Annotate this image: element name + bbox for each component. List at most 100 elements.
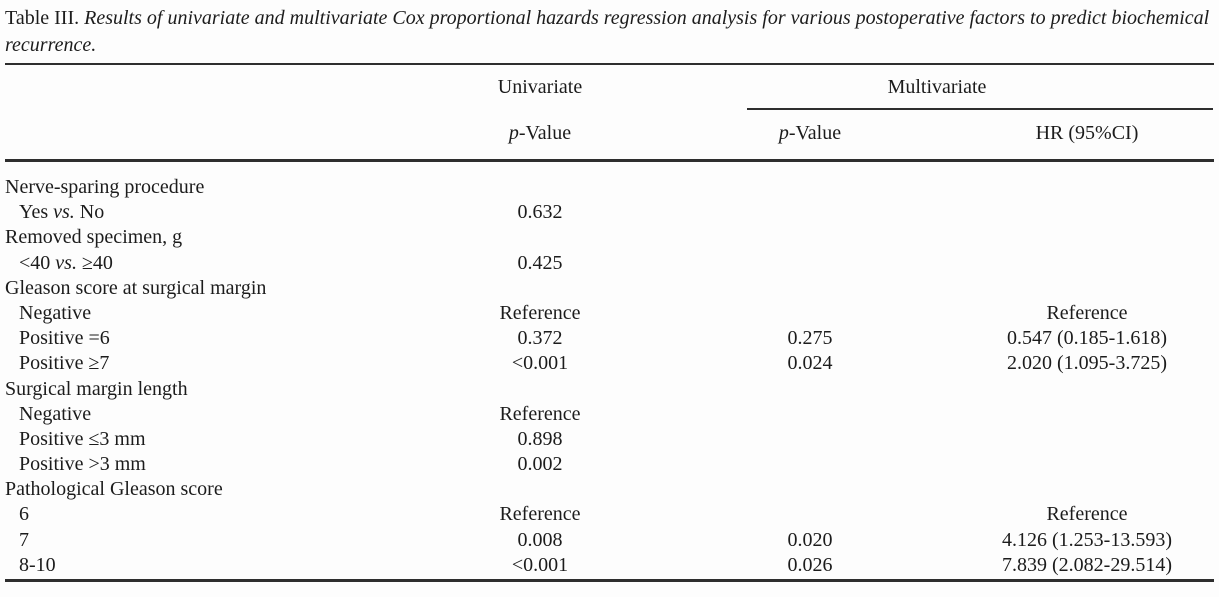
table-row: Negative Reference — [5, 402, 1214, 427]
univariate-p-value: 0.008 — [517, 528, 563, 551]
rule-header-bottom — [5, 159, 1214, 162]
table-row: 8-10 <0.001 0.026 7.839 (2.082-29.514) — [5, 553, 1214, 578]
column-group-spacer — [5, 75, 420, 100]
table-row: 7 0.008 0.020 4.126 (1.253-13.593) — [5, 528, 1214, 553]
multivariate-p-value — [660, 175, 960, 200]
table-row: Negative Reference Reference — [5, 301, 1214, 326]
results-table: Univariate Multivariate p-Value p-Value … — [5, 63, 1214, 584]
row-label: 7 — [19, 528, 29, 551]
hr-ci-value: Reference — [1046, 503, 1128, 526]
table-row: 6 Reference Reference — [5, 502, 1214, 527]
univariate-p-value — [420, 377, 660, 402]
multivariate-p-value — [660, 301, 960, 326]
multivariate-p-value — [660, 502, 960, 527]
univariate-p-value: Reference — [499, 301, 581, 324]
univariate-p-value — [420, 477, 660, 502]
multivariate-p-value — [660, 427, 960, 452]
multivariate-p-value — [660, 377, 960, 402]
multivariate-p-value — [660, 276, 960, 301]
hr-ci-value — [960, 175, 1214, 200]
p-rest: -Value — [788, 122, 842, 144]
row-label: 8-10 — [19, 553, 56, 576]
rule-bottom — [5, 579, 1214, 582]
table-body: Nerve-sparing procedure Yes vs. No 0.632 Re… — [5, 175, 1214, 578]
row-label: Gleason score at surgical margin — [5, 276, 267, 299]
column-group-row: Univariate Multivariate — [5, 63, 1214, 100]
row-label: Positive ≥7 — [19, 352, 110, 375]
row-label: Positive >3 mm — [19, 453, 146, 476]
table-row: Nerve-sparing procedure — [5, 175, 1214, 200]
univariate-p-value: 0.372 — [517, 327, 563, 350]
hr-ci-value: 2.020 (1.095-3.725) — [1007, 352, 1167, 375]
multivariate-p-value — [660, 452, 960, 477]
table-row: <40 vs. ≥40 0.425 — [5, 251, 1214, 276]
table-caption-text: Results of univariate and multivariate C… — [5, 7, 1210, 56]
table-row: Positive ≤3 mm 0.898 — [5, 427, 1214, 452]
row-label: Positive =6 — [19, 327, 110, 350]
table-row: Positive ≥7 <0.001 0.024 2.020 (1.095-3.725… — [5, 351, 1214, 376]
hr-ci-value — [960, 377, 1214, 402]
column-header-univariate-p: p-Value — [420, 121, 660, 146]
univariate-p-value: <0.001 — [511, 352, 569, 375]
univariate-p-value — [420, 175, 660, 200]
univariate-p-value: <0.001 — [511, 553, 569, 576]
column-header-row: p-Value p-Value HR (95%CI) — [5, 121, 1214, 146]
univariate-p-value — [420, 276, 660, 301]
column-header-hr: HR (95%CI) — [1035, 122, 1139, 144]
rule-multivariate-span — [747, 108, 1213, 110]
table-number: Table III. — [5, 7, 80, 29]
hr-ci-value: 0.547 (0.185-1.618) — [1007, 327, 1167, 350]
p-italic: p — [778, 122, 789, 144]
row-label: Negative — [19, 402, 92, 425]
row-label: Pathological Gleason score — [5, 478, 223, 501]
univariate-p-value: 0.425 — [517, 251, 563, 274]
row-label: <40 vs. ≥40 — [19, 251, 113, 274]
row-label: Positive ≤3 mm — [19, 427, 146, 450]
table-row: Positive =6 0.372 0.275 0.547 (0.185-1.618) — [5, 326, 1214, 351]
table-row: Removed specimen, g — [5, 225, 1214, 250]
hr-ci-value: Reference — [1046, 301, 1128, 324]
p-rest: -Value — [518, 122, 572, 144]
hr-ci-value — [960, 276, 1214, 301]
row-label: Surgical margin length — [5, 377, 188, 400]
rule-top — [5, 63, 1214, 65]
row-label: Negative — [19, 301, 92, 324]
univariate-p-value: Reference — [499, 503, 581, 526]
p-italic: p — [508, 122, 519, 144]
column-header-spacer — [5, 121, 420, 146]
hr-ci-value — [960, 225, 1214, 250]
column-group-multivariate: Multivariate — [887, 76, 987, 98]
hr-ci-value — [960, 477, 1214, 502]
column-group-univariate: Univariate — [497, 76, 583, 98]
multivariate-p-value: 0.024 — [787, 352, 833, 375]
table-row: Gleason score at surgical margin — [5, 276, 1214, 301]
univariate-p-value: Reference — [499, 402, 581, 425]
hr-ci-value — [960, 402, 1214, 427]
multivariate-p-value: 0.020 — [787, 528, 833, 551]
table-row: Positive >3 mm 0.002 — [5, 452, 1214, 477]
hr-ci-value — [960, 200, 1214, 225]
row-label: 6 — [19, 503, 29, 526]
table-row: Surgical margin length — [5, 377, 1214, 402]
hr-ci-value — [960, 251, 1214, 276]
multivariate-p-value — [660, 251, 960, 276]
hr-ci-value — [960, 452, 1214, 477]
table-caption: Table III. Results of univariate and mul… — [5, 5, 1211, 59]
univariate-p-value: 0.002 — [517, 453, 563, 476]
univariate-p-value — [420, 225, 660, 250]
univariate-p-value: 0.632 — [517, 201, 563, 224]
table-row: Yes vs. No 0.632 — [5, 200, 1214, 225]
multivariate-p-value — [660, 225, 960, 250]
multivariate-p-value: 0.026 — [787, 553, 833, 576]
row-label: Removed specimen, g — [5, 226, 183, 249]
univariate-p-value: 0.898 — [517, 427, 563, 450]
multivariate-p-value — [660, 477, 960, 502]
multivariate-p-value — [660, 402, 960, 427]
table-row: Pathological Gleason score — [5, 477, 1214, 502]
multivariate-p-value: 0.275 — [787, 327, 833, 350]
column-header-multivariate-p: p-Value — [660, 121, 960, 146]
row-label: Nerve-sparing procedure — [5, 176, 205, 198]
multivariate-p-value — [660, 200, 960, 225]
row-label: Yes vs. No — [19, 201, 105, 224]
